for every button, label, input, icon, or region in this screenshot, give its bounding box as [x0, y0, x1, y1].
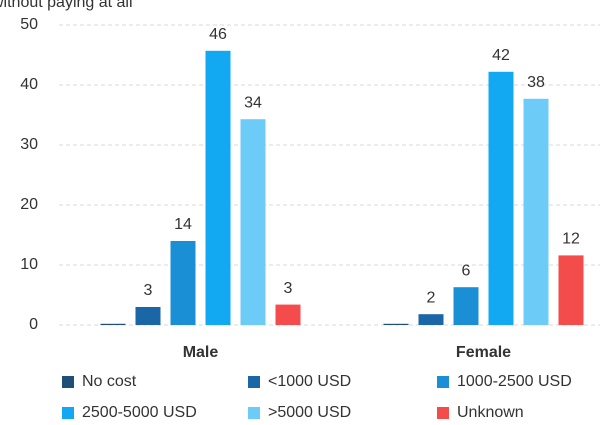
data-label: 38 [527, 74, 545, 91]
data-label: 2 [427, 289, 436, 306]
bar [488, 71, 514, 325]
legend-swatch [437, 376, 449, 388]
legend-swatch [62, 376, 74, 388]
bar [205, 50, 231, 326]
bar [418, 314, 444, 325]
y-tick-label: 30 [20, 136, 38, 153]
bar [558, 255, 584, 325]
legend-swatch [62, 407, 74, 419]
data-label: 3 [144, 282, 153, 299]
legend-label: 2500-5000 USD [82, 404, 197, 421]
legend-label: 1000-2500 USD [457, 373, 572, 390]
legend-swatch [437, 407, 449, 419]
data-label: 6 [462, 262, 471, 279]
legend-label: No cost [82, 373, 137, 390]
y-tick-label: 10 [20, 256, 38, 273]
bar [170, 241, 196, 325]
bar [135, 307, 161, 325]
y-tick-label: 20 [20, 196, 38, 213]
bar [100, 323, 126, 325]
bar [453, 287, 479, 325]
x-tick-label: Male [183, 344, 219, 361]
legend-label: Unknown [457, 404, 524, 421]
y-tick-label: 40 [20, 76, 38, 93]
data-label: 3 [284, 280, 293, 297]
legend-label: >5000 USD [268, 404, 351, 421]
x-tick-label: Female [456, 344, 511, 361]
y-tick-label: 0 [29, 316, 38, 333]
bar [240, 119, 266, 325]
bar [275, 304, 301, 325]
chart-title: without paying at all [0, 0, 133, 11]
legend-label: <1000 USD [268, 373, 351, 390]
y-tick-label: 50 [20, 16, 38, 33]
bar [383, 323, 409, 325]
legend-swatch [248, 376, 260, 388]
legend-swatch [248, 407, 260, 419]
bar [523, 98, 549, 325]
data-label: 46 [209, 26, 227, 43]
data-label: 34 [244, 94, 262, 111]
data-label: 42 [492, 47, 510, 64]
data-label: 12 [562, 231, 580, 248]
data-label: 14 [174, 216, 192, 233]
